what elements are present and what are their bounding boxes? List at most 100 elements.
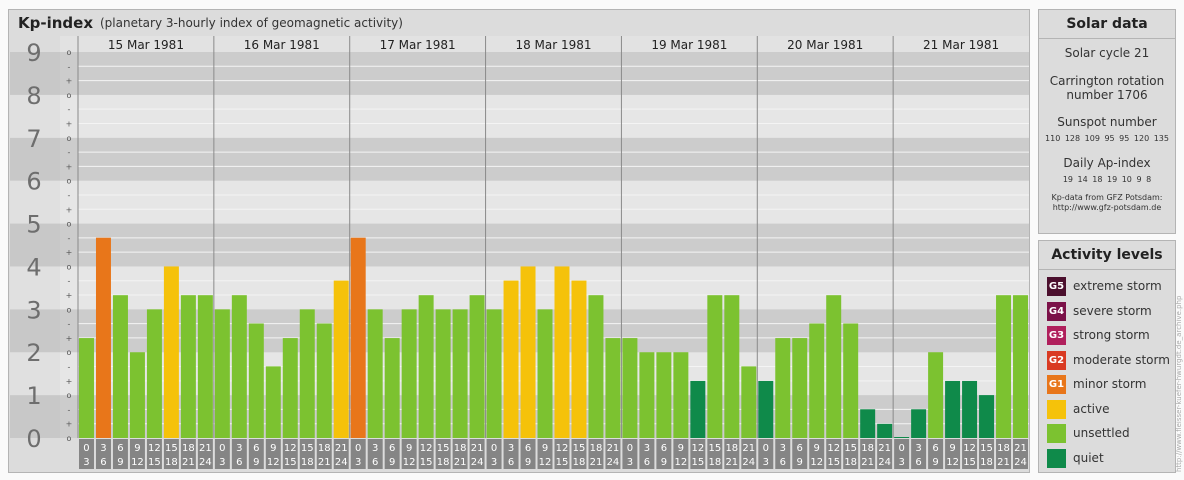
hour-slot-bg (809, 439, 825, 469)
carrington-line2: number 1706 (1066, 88, 1148, 102)
hour-slot-end: 3 (83, 457, 89, 468)
activity-level-label: active (1073, 401, 1110, 416)
kp-bar (588, 295, 604, 438)
hour-slot-bg (537, 439, 553, 469)
y-subtick-label: + (66, 334, 73, 343)
hour-slot-bg (469, 439, 485, 469)
hour-slot-end: 9 (932, 457, 938, 468)
hour-slot-bg (605, 439, 621, 469)
hour-slot-end: 21 (182, 457, 195, 468)
hour-slot-start: 12 (556, 443, 569, 454)
hour-slot-end: 18 (437, 457, 450, 468)
y-tick-label: 0 (26, 425, 41, 453)
band-7 (60, 94, 1029, 138)
y-tick-label: 8 (26, 82, 41, 110)
kp-bar (248, 323, 264, 438)
day-label: 16 Mar 1981 (244, 38, 320, 52)
hour-slot-end: 21 (861, 457, 874, 468)
band-3 (60, 266, 1029, 310)
y-tick-label: 9 (26, 39, 41, 67)
hour-slot-start: 21 (878, 443, 891, 454)
label-band-3 (10, 266, 60, 310)
y-tick-label: 6 (26, 168, 41, 196)
hour-slot-end: 3 (219, 457, 225, 468)
hour-slot-bg (214, 439, 230, 469)
date-header-row (60, 36, 1029, 52)
kp-bar (435, 309, 451, 438)
y-subtick-label: o (67, 134, 72, 143)
label-band-0 (10, 395, 60, 438)
y-subtick-label: + (66, 162, 73, 171)
hour-slot-start: 3 (780, 443, 786, 454)
hour-slot-end: 21 (725, 457, 738, 468)
hour-slot-start: 6 (525, 443, 531, 454)
activity-level-swatch: G4 (1047, 301, 1066, 321)
hour-slot-bg (265, 439, 281, 469)
hour-slot-end: 6 (508, 457, 514, 468)
activity-level-swatch: G3 (1047, 326, 1066, 345)
day-label: 18 Mar 1981 (515, 38, 591, 52)
kp-bar (452, 309, 468, 438)
hour-slot-end: 9 (117, 457, 123, 468)
hour-slot-end: 18 (844, 457, 857, 468)
hour-slot-end: 9 (389, 457, 395, 468)
kp-bar (945, 380, 961, 438)
kp-bar (775, 338, 791, 438)
kp-bar (996, 295, 1012, 438)
hour-slot-bg (911, 439, 927, 469)
hour-slot-end: 24 (471, 457, 484, 468)
hour-slot-start: 21 (607, 443, 620, 454)
y-subtick-label: + (66, 119, 73, 128)
kp-bar (639, 352, 655, 438)
sunspot-label: Sunspot number (1057, 115, 1157, 129)
hour-slot-start: 3 (508, 443, 514, 454)
hour-slot-bg (248, 439, 264, 469)
hour-slot-end: 15 (827, 457, 840, 468)
credit-text: http://www.fleisser-kuefer-hwurgdt.de_ar… (1175, 295, 1183, 472)
day-label: 15 Mar 1981 (108, 38, 184, 52)
hour-slot-bg (1013, 439, 1028, 469)
hour-slot-start: 3 (915, 443, 921, 454)
activity-level-label: quiet (1073, 450, 1104, 465)
hour-slot-start: 12 (284, 443, 297, 454)
label-band-7 (10, 94, 60, 138)
activity-level-label: strong storm (1073, 328, 1150, 342)
y-subtick-label: - (68, 234, 71, 243)
hour-slot-start: 6 (253, 443, 259, 454)
kp-bar (231, 295, 247, 438)
hour-slot-bg (996, 439, 1012, 469)
label-band-4 (10, 223, 60, 267)
band-4 (60, 223, 1029, 267)
hour-slot-bg (639, 439, 655, 469)
hour-slot-bg (418, 439, 434, 469)
kp-bar (826, 295, 842, 438)
hour-slot-end: 3 (898, 457, 904, 468)
label-band-2 (10, 309, 60, 353)
hour-slot-end: 15 (691, 457, 704, 468)
kp-bar (503, 280, 519, 438)
hour-slot-bg (826, 439, 842, 469)
activity-level-swatch: G2 (1047, 350, 1066, 370)
hour-slot-bg (79, 439, 94, 469)
hour-slot-end: 24 (607, 457, 620, 468)
y-subtick-label: o (67, 91, 72, 100)
y-subtick-label: + (66, 377, 73, 386)
kp-bar (146, 309, 162, 438)
hour-slot-end: 15 (148, 457, 161, 468)
hour-slot-bg (486, 439, 502, 469)
label-band-6 (10, 137, 60, 181)
hour-slot-bg (571, 439, 587, 469)
hour-slot-end: 6 (100, 457, 106, 468)
hour-slot-bg (860, 439, 876, 469)
hour-slot-bg (350, 439, 366, 469)
kp-bar (690, 380, 706, 438)
y-subtick-label: + (66, 420, 73, 429)
kp-bar (333, 280, 349, 438)
hour-slot-bg (894, 439, 910, 469)
kp-bar (656, 352, 672, 438)
hour-slot-bg (282, 439, 298, 469)
hour-slot-start: 0 (491, 443, 497, 454)
y-subtick-label: - (68, 405, 71, 414)
y-subtick-label: o (67, 348, 72, 357)
hour-slot-start: 9 (949, 443, 955, 454)
